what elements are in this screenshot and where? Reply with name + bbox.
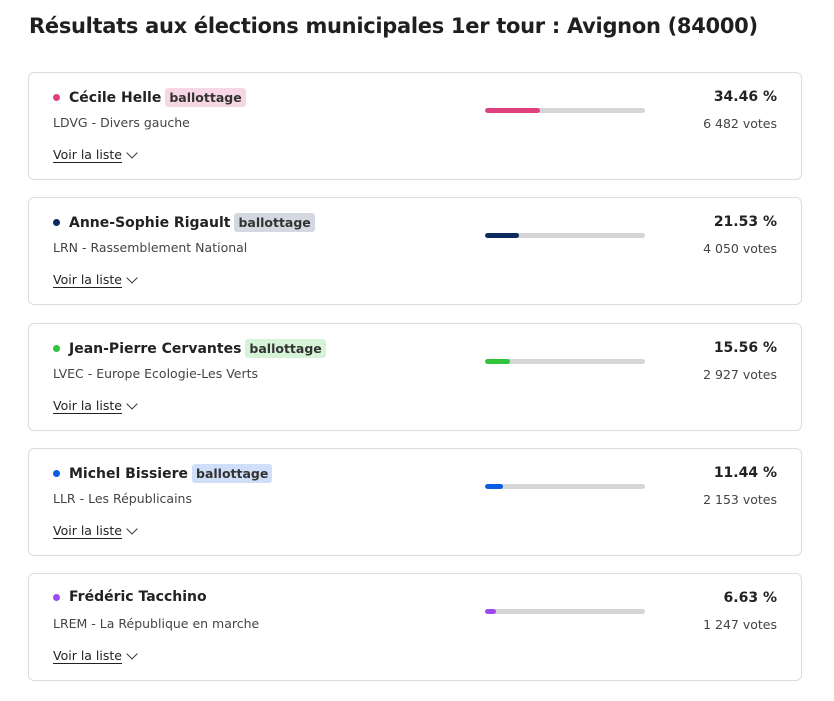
percent: 11.44 % [713,465,777,481]
voir-la-liste-label: Voir la liste [53,147,122,163]
vote-share-fill [485,108,541,113]
voir-la-liste-toggle[interactable]: Voir la liste [53,647,138,664]
chevron-down-icon [126,146,138,159]
voir-la-liste-label: Voir la liste [53,523,122,539]
party-color-dot [53,593,60,601]
vote-share-bar [485,359,645,364]
name-row: Anne-Sophie Rigault ballottage [53,213,315,232]
vote-share-fill [485,609,496,614]
voir-la-liste-toggle[interactable]: Voir la liste [53,397,138,414]
vote-share-fill [485,233,520,238]
party-color-dot [53,470,60,477]
party-label: LREM - La République en marche [53,616,260,631]
candidate-card: Anne-Sophie Rigault ballottage LRN - Ras… [28,197,802,305]
voir-la-liste-label: Voir la liste [53,648,122,664]
name-row: Jean-Pierre Cervantes ballottage [53,339,326,358]
vote-share-bar [485,609,645,614]
candidate-name: Anne-Sophie Rigault [69,214,231,231]
ballottage-badge: ballottage [165,88,246,107]
party-label: LVEC - Europe Ecologie-Les Verts [53,366,259,381]
vote-share-bar [485,108,645,113]
chevron-down-icon [126,522,138,535]
candidate-name: Michel Bissiere [69,465,188,482]
party-color-dot [53,345,60,352]
voir-la-liste-toggle[interactable]: Voir la liste [53,271,138,288]
voir-la-liste-toggle[interactable]: Voir la liste [53,522,138,539]
percent: 6.63 % [723,590,777,606]
percent: 34.46 % [713,89,777,105]
candidate-name: Jean-Pierre Cervantes [69,340,242,357]
ballottage-badge: ballottage [192,464,273,483]
voir-la-liste-label: Voir la liste [53,398,122,414]
party-color-dot [53,219,60,226]
party-label: LRN - Rassemblement National [53,240,248,255]
percent: 21.53 % [713,214,777,230]
name-row: Frédéric Tacchino [53,589,207,605]
vote-share-bar [485,233,645,238]
ballottage-badge: ballottage [234,213,315,232]
percent: 15.56 % [713,340,777,356]
vote-share-bar [485,484,645,489]
vote-share-fill [485,359,510,364]
candidate-card: Cécile Helle ballottage LDVG - Divers ga… [28,72,802,180]
vote-count: 4 050 votes [703,241,777,256]
vote-count: 1 247 votes [703,617,777,632]
candidate-name: Frédéric Tacchino [69,589,207,605]
vote-share-fill [485,484,504,489]
voir-la-liste-label: Voir la liste [53,272,122,288]
voir-la-liste-toggle[interactable]: Voir la liste [53,146,138,163]
candidate-card: Michel Bissiere ballottage LLR - Les Rép… [28,448,802,556]
name-row: Michel Bissiere ballottage [53,464,273,483]
name-row: Cécile Helle ballottage [53,88,246,107]
chevron-down-icon [126,647,138,660]
party-color-dot [53,94,60,101]
page-title: Résultats aux élections municipales 1er … [29,14,758,38]
candidate-card: Jean-Pierre Cervantes ballottage LVEC - … [28,323,802,431]
vote-count: 2 927 votes [703,367,777,382]
vote-count: 6 482 votes [703,116,777,131]
vote-count: 2 153 votes [703,492,777,507]
candidate-name: Cécile Helle [69,89,162,106]
candidate-card: Frédéric Tacchino LREM - La République e… [28,573,802,681]
party-label: LLR - Les Républicains [53,491,192,506]
chevron-down-icon [126,397,138,410]
chevron-down-icon [126,271,138,284]
ballottage-badge: ballottage [245,339,326,358]
party-label: LDVG - Divers gauche [53,115,190,130]
